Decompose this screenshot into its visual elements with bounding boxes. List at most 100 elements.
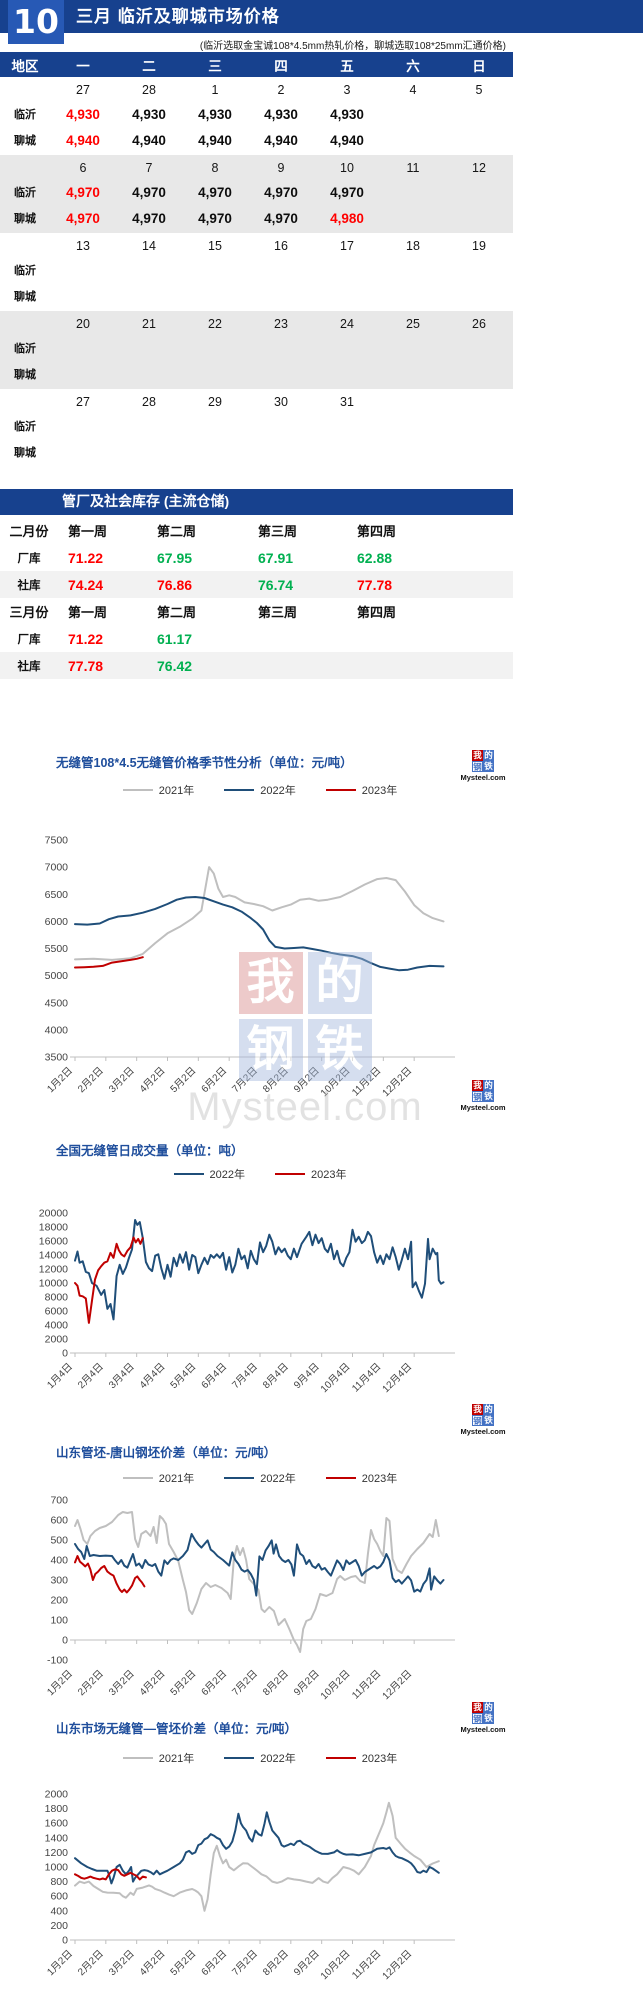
svg-text:12月2日: 12月2日 bbox=[380, 1668, 414, 1702]
svg-text:12000: 12000 bbox=[39, 1264, 68, 1276]
month-label: 三月份 bbox=[9, 605, 49, 620]
svg-text:4500: 4500 bbox=[45, 997, 69, 1009]
inventory-value: 67.91 bbox=[258, 549, 294, 566]
date-cell: 8 bbox=[211, 161, 219, 175]
svg-text:16000: 16000 bbox=[39, 1236, 68, 1248]
region-label: 聊城 bbox=[14, 135, 36, 147]
price-cell: 4,940 bbox=[330, 132, 364, 148]
price-cell: 4,930 bbox=[264, 106, 298, 122]
svg-text:2月2日: 2月2日 bbox=[75, 1948, 105, 1978]
mysteel-logo: 我 的 钢 铁 Mysteel.com bbox=[452, 1404, 514, 1436]
svg-text:7500: 7500 bbox=[45, 835, 69, 847]
svg-text:11月2日: 11月2日 bbox=[350, 1668, 384, 1702]
column-header: 一 bbox=[76, 58, 90, 74]
svg-text:1600: 1600 bbox=[45, 1818, 69, 1830]
price-cell: 4,970 bbox=[198, 210, 232, 226]
svg-text:0: 0 bbox=[62, 1348, 68, 1360]
price-table: 地区一二三四五六日 27 28 1 2 3 4 5 临沂 4,930 4,930 4,930 4,930… bbox=[0, 52, 513, 467]
date-cell: 12 bbox=[472, 161, 486, 175]
week-block: 27 28 1 2 3 4 5 临沂 4,930 4,930 4,930 4,930 4,930 聊城 4,… bbox=[0, 77, 513, 155]
chart-legend: 2021年 2022年 2023年 bbox=[60, 782, 460, 798]
price-cell: 4,930 bbox=[198, 106, 232, 122]
logo-char: 钢 bbox=[472, 1091, 483, 1102]
legend-label: 2023年 bbox=[361, 1753, 398, 1765]
region-label: 临沂 bbox=[14, 265, 36, 277]
price-cell: 4,940 bbox=[66, 132, 100, 148]
svg-text:10月2日: 10月2日 bbox=[318, 1065, 352, 1099]
price-cell: 4,940 bbox=[132, 132, 166, 148]
chart-block-3: 山东管坯-唐山钢坯价差（单位：元/吨） 2021年 2022年 2023年 700 6… bbox=[0, 1442, 643, 1712]
date-cell: 31 bbox=[340, 395, 354, 409]
price-cell: 4,970 bbox=[66, 184, 100, 200]
column-header: 二 bbox=[142, 58, 156, 74]
svg-text:600: 600 bbox=[50, 1891, 68, 1903]
svg-text:0: 0 bbox=[62, 1635, 68, 1647]
price-cell: 4,940 bbox=[264, 132, 298, 148]
price-cell: 4,970 bbox=[132, 184, 166, 200]
date-cell: 1 bbox=[211, 83, 219, 97]
inventory-label: 社库 bbox=[17, 579, 41, 592]
legend-label: 2021年 bbox=[158, 785, 195, 797]
region-label: 临沂 bbox=[14, 343, 36, 355]
svg-text:10月2日: 10月2日 bbox=[318, 1668, 352, 1702]
svg-text:1400: 1400 bbox=[45, 1832, 69, 1844]
mysteel-logo: 我 的 钢 铁 Mysteel.com bbox=[452, 1702, 514, 1734]
week-header: 第四周 bbox=[357, 605, 397, 620]
svg-text:9月2日: 9月2日 bbox=[291, 1948, 321, 1978]
svg-text:6000: 6000 bbox=[45, 916, 69, 928]
svg-text:8000: 8000 bbox=[45, 1292, 69, 1304]
legend-item: 2023年 bbox=[325, 782, 398, 798]
legend-item: 2023年 bbox=[325, 1750, 398, 1766]
legend-label: 2023年 bbox=[361, 785, 398, 797]
date-cell: 18 bbox=[406, 239, 420, 253]
svg-text:1800: 1800 bbox=[45, 1803, 69, 1815]
date-cell: 27 bbox=[76, 395, 90, 409]
legend-item: 2022年 bbox=[224, 1750, 296, 1766]
legend-line-sample bbox=[325, 1476, 356, 1480]
svg-text:800: 800 bbox=[50, 1876, 68, 1888]
svg-text:1000: 1000 bbox=[45, 1862, 69, 1874]
svg-text:8月2日: 8月2日 bbox=[260, 1668, 290, 1698]
date-cell: 23 bbox=[274, 317, 288, 331]
price-row: 聊城 4,970 4,970 4,970 4,970 4,980 bbox=[0, 205, 513, 231]
legend-label: 2023年 bbox=[311, 1169, 347, 1181]
chart-block-4: 山东市场无缝管—管坯价差（单位：元/吨） 2021年 2022年 2023年 200… bbox=[0, 1718, 643, 2000]
legend-line-sample bbox=[325, 788, 356, 792]
chart-title: 无缝管108*4.5无缝管价格季节性分析（单位：元/吨） bbox=[56, 756, 353, 770]
legend-item: 2023年 bbox=[275, 1166, 346, 1182]
svg-text:12月2日: 12月2日 bbox=[380, 1065, 414, 1099]
svg-text:3月2日: 3月2日 bbox=[106, 1065, 136, 1095]
legend-line-sample bbox=[325, 1756, 356, 1760]
svg-text:5月2日: 5月2日 bbox=[168, 1948, 198, 1978]
legend-line-sample bbox=[122, 788, 153, 792]
chart-canvas-1: 7500 7000 6500 6000 5500 5000 4500 4000 35001月2日… bbox=[45, 835, 455, 1099]
svg-text:10000: 10000 bbox=[39, 1278, 68, 1290]
price-row: 聊城 bbox=[0, 439, 513, 465]
inventory-value: 71.22 bbox=[68, 630, 104, 647]
mysteel-logo-icon: 我 的 钢 铁 bbox=[452, 1404, 514, 1426]
legend-line-sample bbox=[224, 1476, 255, 1480]
svg-text:4月2日: 4月2日 bbox=[137, 1065, 167, 1095]
mysteel-logo: 我 的 钢 铁 Mysteel.com bbox=[452, 750, 514, 782]
svg-text:4月2日: 4月2日 bbox=[137, 1668, 167, 1698]
date-cell: 20 bbox=[76, 317, 90, 331]
svg-text:100: 100 bbox=[50, 1615, 68, 1627]
date-cell: 22 bbox=[208, 317, 222, 331]
inventory-month-header: 三月份 第一周 第二周 第三周 第四周 bbox=[0, 598, 513, 625]
legend-line-sample bbox=[122, 1476, 153, 1480]
svg-text:2月2日: 2月2日 bbox=[75, 1668, 105, 1698]
logo-char: 我 bbox=[472, 1702, 483, 1713]
svg-text:4000: 4000 bbox=[45, 1024, 69, 1036]
week-block: 27 28 29 30 31 临沂 聊城 bbox=[0, 389, 513, 467]
inventory-value: 76.86 bbox=[157, 576, 193, 593]
svg-text:2月4日: 2月4日 bbox=[75, 1361, 105, 1391]
legend-label: 2022年 bbox=[260, 1753, 296, 1765]
inventory-table: 二月份 第一周 第二周 第三周 第四周 厂库 71.22 67.95 67.91 62.88 社库 7… bbox=[0, 517, 513, 679]
logo-char: 钢 bbox=[472, 1415, 483, 1426]
legend-item: 2021年 bbox=[122, 782, 195, 798]
week-header: 第一周 bbox=[68, 605, 108, 620]
svg-text:2000: 2000 bbox=[45, 1334, 69, 1346]
price-cell: 4,930 bbox=[132, 106, 166, 122]
price-cell: 4,980 bbox=[330, 210, 364, 226]
